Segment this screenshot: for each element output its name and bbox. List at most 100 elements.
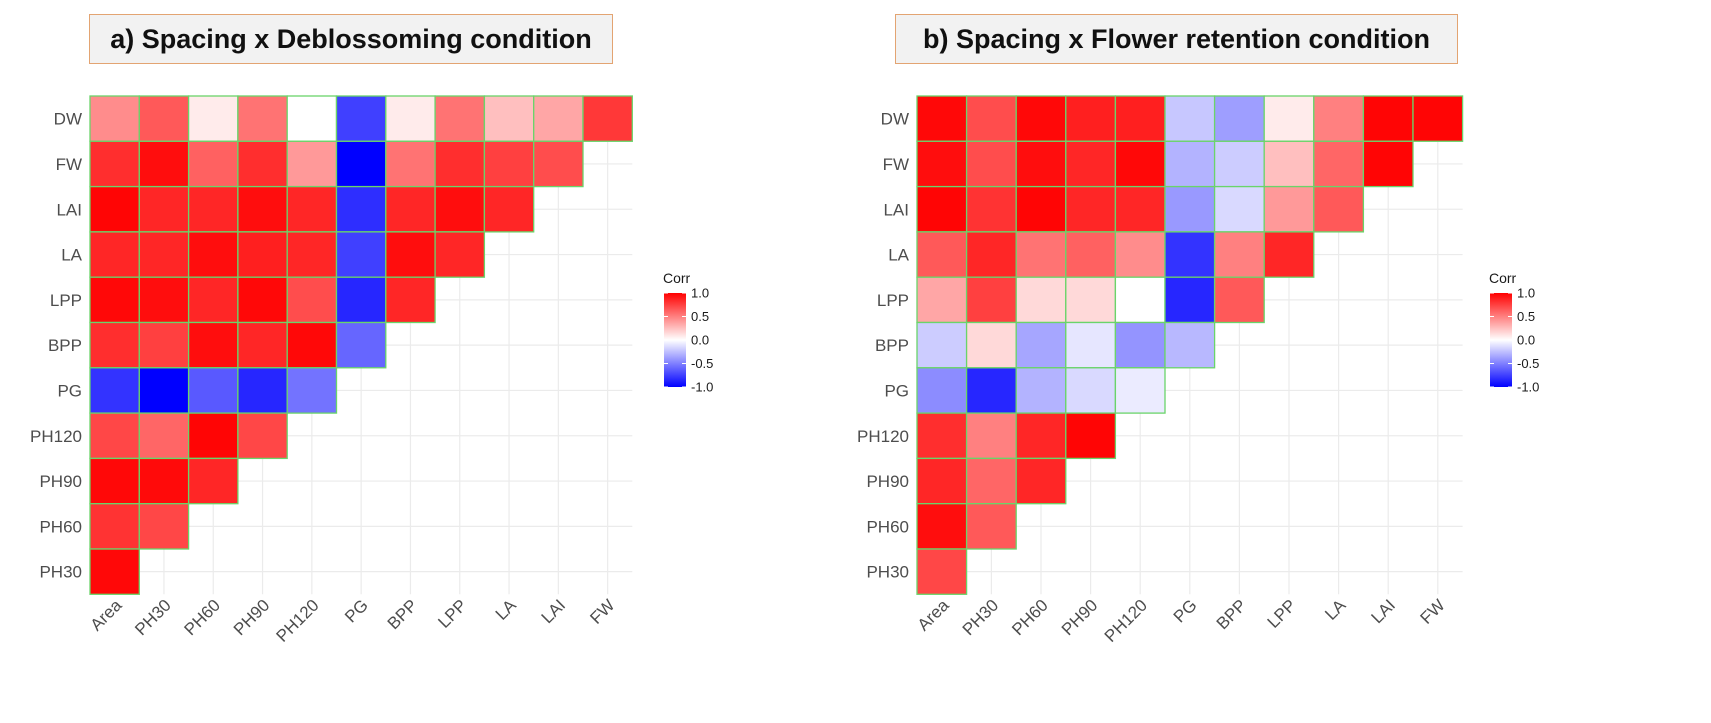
cell-LAI-PG [335, 185, 387, 233]
cell-PH120-PH90 [237, 412, 288, 460]
panel-b-title: b) Spacing x Flower retention condition [895, 14, 1458, 64]
cell-LA-PH120 [286, 231, 338, 278]
y-tick-label: LPP [50, 291, 82, 310]
cell-FW-LA [483, 140, 535, 188]
cell-LAI-LPP [1263, 185, 1315, 233]
cell-PG-Area [916, 367, 968, 414]
cell-DW-LPP [434, 95, 486, 142]
cell-DW-FW [582, 95, 633, 142]
y-axis-labels: DW FW LAI LA LPP BPP PG PH120 PH90 PH60 PH30 [857, 110, 910, 582]
cell-PG-PH60 [1015, 367, 1067, 414]
y-tick-label: LPP [877, 291, 909, 310]
cell-PH60-Area [916, 503, 968, 550]
cell-PG-PH120 [286, 367, 338, 414]
cell-FW-PG [335, 140, 387, 188]
y-axis-labels: DW FW LAI LA LPP BPP PG PH120 PH90 PH60 PH30 [30, 110, 83, 582]
x-tick-label: PH30 [959, 596, 1003, 640]
cell-PH60-Area [89, 503, 140, 550]
cell-LA-Area [916, 231, 968, 278]
cell-LA-PH30 [965, 231, 1017, 278]
cell-DW-LPP [1263, 95, 1315, 142]
cell-PH120-PH30 [138, 412, 190, 460]
legend-colorbar [664, 293, 686, 387]
cell-LAI-PH60 [187, 185, 239, 233]
x-axis-labels: Area PH30 PH60 PH90 PH120 PG BPP LPP LA LAI FW [914, 595, 1449, 646]
y-tick-label: PH30 [39, 563, 82, 582]
cell-LA-LPP [1263, 231, 1315, 278]
cell-LA-PH30 [138, 231, 190, 278]
cell-LAI-LA [483, 185, 535, 233]
cell-FW-PH30 [138, 140, 190, 188]
cell-PG-PH90 [1065, 367, 1117, 414]
cell-FW-LAI [1362, 140, 1414, 188]
y-tick-label: PG [884, 381, 909, 400]
cell-PH120-Area [89, 412, 140, 460]
x-tick-label: FW [1416, 596, 1448, 628]
x-tick-label: PG [1170, 596, 1201, 627]
cell-LA-BPP [385, 231, 436, 278]
cell-FW-BPP [385, 140, 436, 188]
cell-DW-PH120 [286, 95, 338, 142]
cell-LPP-PH30 [138, 276, 190, 324]
cell-PH90-Area [916, 457, 968, 505]
x-tick-label: LA [1321, 595, 1350, 624]
legend-colorbar [1490, 293, 1512, 387]
cell-LPP-PG [1164, 276, 1216, 324]
cell-PH60-PH30 [138, 503, 190, 550]
cell-LA-Area [89, 231, 140, 278]
cell-DW-LAI [1362, 95, 1414, 142]
cell-PH120-PH30 [965, 412, 1017, 460]
x-tick-label: BPP [384, 596, 421, 633]
cell-LAI-LPP [434, 185, 486, 233]
x-tick-label: PH90 [230, 596, 274, 640]
cell-BPP-PH60 [1015, 321, 1067, 369]
cell-PH120-PH60 [1015, 412, 1067, 460]
cell-BPP-PH30 [965, 321, 1017, 369]
legend-tick-label: 0.0 [1517, 333, 1535, 348]
cell-LPP-PH120 [286, 276, 338, 324]
panel-a-title: a) Spacing x Deblossoming condition [89, 14, 613, 64]
cell-LPP-PG [335, 276, 387, 324]
y-tick-label: BPP [875, 336, 909, 355]
y-tick-label: LA [888, 246, 909, 265]
cell-PG-PH30 [138, 367, 190, 414]
cell-FW-PH30 [965, 140, 1017, 188]
cell-PG-Area [89, 367, 140, 414]
cell-DW-PH90 [1065, 95, 1117, 142]
cell-LA-BPP [1213, 231, 1265, 278]
x-tick-label: PG [341, 596, 372, 627]
y-tick-label: DW [54, 110, 82, 129]
cell-LPP-BPP [385, 276, 436, 324]
x-tick-label: PH60 [1008, 596, 1052, 640]
x-tick-label: FW [586, 596, 618, 628]
cell-LA-PG [1164, 231, 1216, 278]
legend-tick-label: 0.5 [1517, 309, 1535, 324]
x-tick-label: PH120 [1101, 596, 1151, 646]
cell-LAI-LA [1313, 185, 1365, 233]
y-tick-label: LA [61, 246, 82, 265]
cell-LPP-PH90 [237, 276, 288, 324]
cell-BPP-PH120 [286, 321, 338, 369]
cell-FW-PH120 [1114, 140, 1166, 188]
legend-title: Corr [1489, 270, 1517, 286]
cell-DW-LA [483, 95, 535, 142]
y-tick-label: LAI [883, 200, 909, 219]
y-tick-label: PH90 [866, 472, 909, 491]
cell-PH120-PH90 [1065, 412, 1117, 460]
cell-LAI-Area [89, 185, 140, 233]
cell-LPP-PH120 [1114, 276, 1166, 324]
cell-LPP-PH60 [1015, 276, 1067, 324]
cell-LA-PH90 [237, 231, 288, 278]
cell-PH120-Area [916, 412, 968, 460]
cell-BPP-Area [916, 321, 968, 369]
y-tick-label: PH120 [857, 427, 909, 446]
cell-LA-PH60 [1015, 231, 1067, 278]
cell-BPP-PH90 [1065, 321, 1117, 369]
cell-DW-PH60 [1015, 95, 1067, 142]
cell-LAI-PH30 [965, 185, 1017, 233]
cell-LA-PH60 [187, 231, 239, 278]
cell-FW-Area [89, 140, 140, 188]
